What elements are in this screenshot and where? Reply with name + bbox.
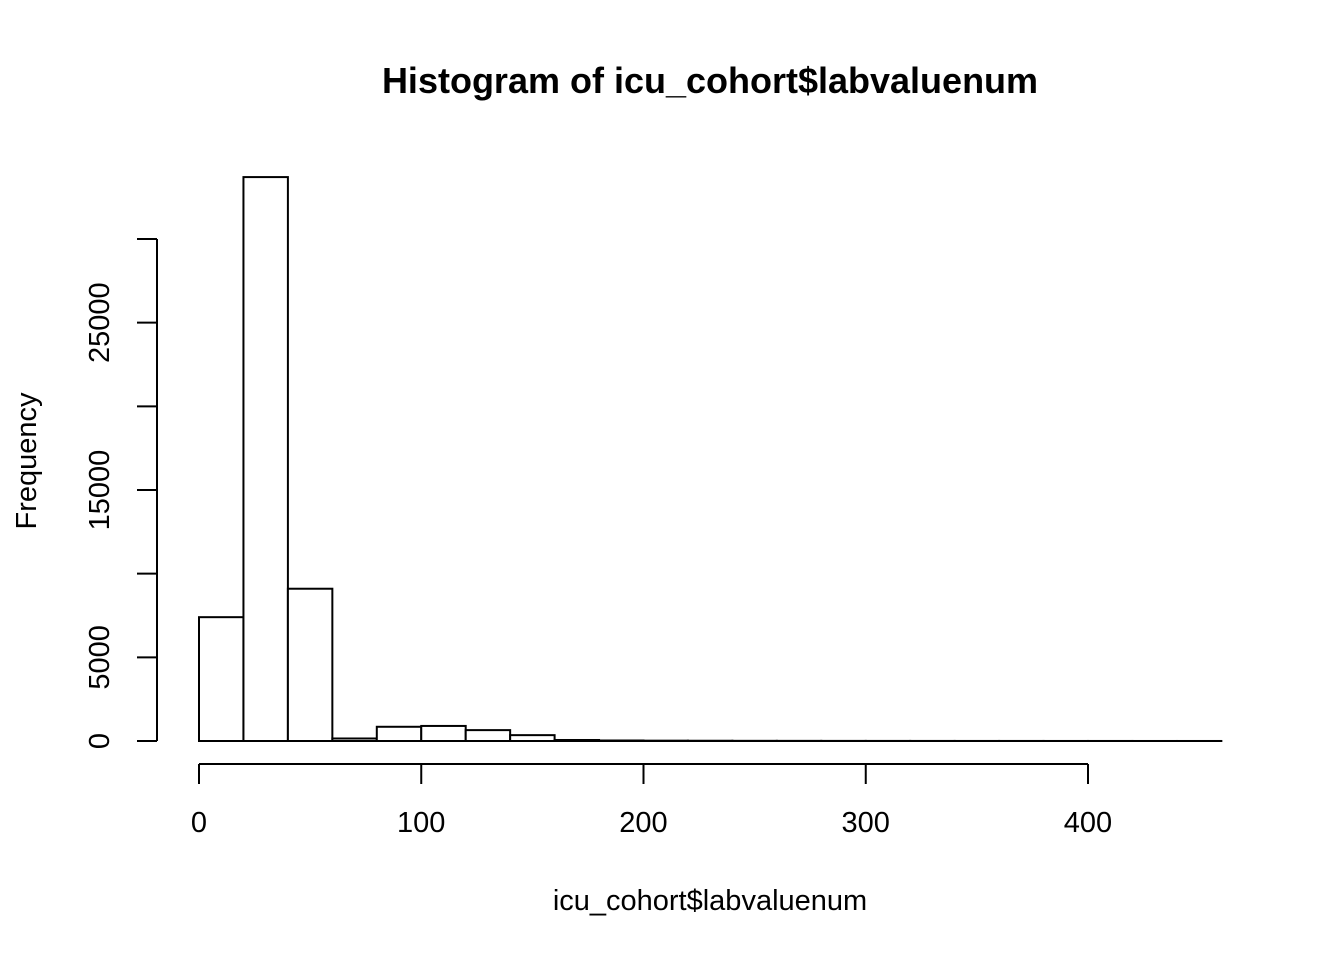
y-axis-label: Frequency — [11, 392, 43, 530]
histogram-bar — [286, 587, 334, 743]
chart-title: Histogram of icu_cohort$labvaluenum — [382, 60, 1038, 101]
y-tick-label: 15000 — [84, 450, 116, 531]
y-tick-label: 0 — [84, 733, 116, 749]
histogram-bar — [198, 616, 245, 743]
x-tick-label: 0 — [191, 807, 207, 839]
x-tick-label: 400 — [1064, 807, 1112, 839]
x-tick-label: 300 — [842, 807, 890, 839]
y-tick-label: 5000 — [84, 625, 116, 690]
histogram-bar — [420, 724, 467, 743]
bars-group — [198, 176, 1223, 743]
histogram-bar — [464, 729, 512, 743]
y-tick-label: 25000 — [84, 282, 116, 363]
x-axis: 0 100 200 300 400 — [191, 763, 1112, 839]
y-axis: 0 5000 15000 25000 — [84, 238, 158, 749]
x-tick-label: 100 — [397, 807, 445, 839]
x-axis-label: icu_cohort$labvaluenum — [553, 885, 867, 917]
x-tick-label: 200 — [619, 807, 667, 839]
histogram-bar — [242, 176, 289, 742]
histogram-bar — [375, 725, 423, 743]
